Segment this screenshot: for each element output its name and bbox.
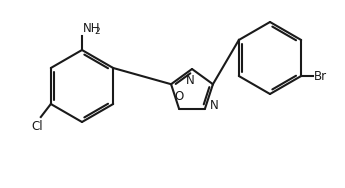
Text: N: N [186,74,194,87]
Text: N: N [210,99,219,112]
Text: O: O [175,90,184,103]
Text: Cl: Cl [31,120,43,133]
Text: 2: 2 [94,27,100,36]
Text: NH: NH [83,22,100,35]
Text: Br: Br [314,70,327,83]
